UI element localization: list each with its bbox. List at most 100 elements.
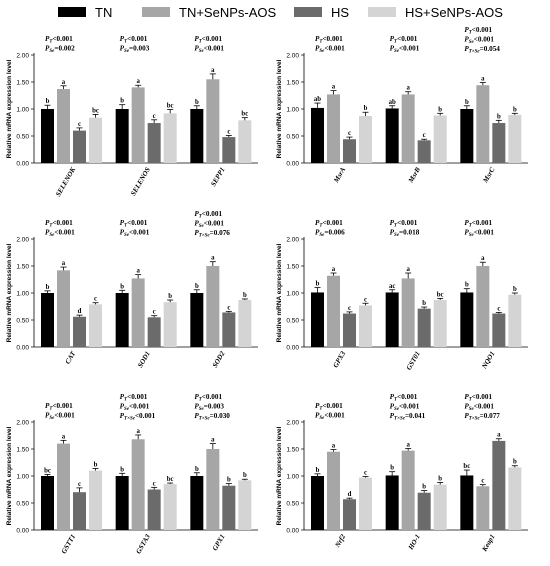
y-tick-label: 0.00 (286, 160, 299, 167)
y-tick-label: 1.00 (286, 290, 299, 297)
p-value-label: PT×Se<0.001 (120, 412, 156, 422)
p-value-label: PSe<0.001 (315, 412, 345, 422)
bar (327, 451, 340, 530)
bar (385, 475, 399, 530)
bar (190, 293, 204, 347)
significance-letter: ab (314, 96, 321, 103)
bar (89, 470, 102, 530)
x-category-label: SEPP1 (209, 166, 226, 188)
significance-letter: d (348, 491, 352, 498)
significance-letter: bc (167, 103, 174, 110)
bar (238, 300, 252, 347)
significance-letter: c (423, 132, 426, 139)
significance-letter: b (120, 283, 124, 290)
p-value-label: PSe<0.001 (464, 403, 494, 413)
significance-letter: bc (44, 467, 51, 474)
y-tick-label: 1.00 (16, 106, 29, 113)
y-tick-label: 0.50 (16, 500, 29, 507)
significance-letter: a (332, 443, 336, 450)
p-value-label: PT<0.001 (45, 35, 73, 45)
significance-letter: d (78, 308, 82, 315)
p-value-label: PT<0.001 (45, 219, 73, 229)
significance-letter: c (78, 481, 81, 488)
bar (222, 137, 236, 163)
significance-letter: b (195, 99, 199, 106)
legend-swatch-1 (142, 7, 170, 17)
bar (115, 476, 129, 530)
x-category-label: SELENOK (54, 165, 78, 198)
bar (163, 302, 177, 347)
y-tick-label: 1.50 (16, 79, 29, 86)
y-tick-label: 2.00 (16, 52, 29, 59)
bar (417, 140, 431, 163)
p-value-label: PT<0.001 (315, 35, 343, 45)
bar (433, 300, 447, 347)
x-category-label: HO-1 (406, 533, 422, 552)
significance-letter: b (465, 282, 469, 289)
significance-letter: a (62, 433, 66, 440)
y-tick-label: 0.00 (286, 344, 299, 351)
y-tick-label: 0.50 (286, 317, 299, 324)
bar (460, 109, 474, 163)
bar (163, 113, 177, 163)
bar (311, 476, 324, 530)
significance-letter: bc (92, 107, 99, 114)
significance-letter: b (195, 283, 199, 290)
legend-swatch-0 (58, 7, 86, 17)
bar (508, 114, 522, 163)
bar (433, 484, 447, 530)
p-value-label: PT<0.001 (45, 402, 73, 412)
significance-letter: c (364, 470, 367, 477)
p-value-label: PT×Se=0.041 (390, 412, 426, 422)
y-tick-label: 1.00 (286, 473, 299, 480)
legend-label-1: TN+SeNPs-AOS (179, 5, 276, 20)
y-tick-label: 1.50 (286, 446, 299, 453)
bar (89, 304, 102, 347)
significance-letter: c (227, 304, 230, 311)
bar (206, 79, 220, 163)
y-tick-label: 0.50 (16, 133, 29, 140)
p-value-label: PSe<0.001 (194, 220, 224, 230)
significance-letter: b (243, 292, 247, 299)
significance-letter: c (153, 113, 156, 120)
y-axis-title: Relative mRNA expression level (6, 59, 13, 158)
p-value-label: PT<0.001 (194, 35, 222, 45)
significance-letter: c (227, 128, 230, 135)
significance-letter: a (406, 85, 410, 92)
y-tick-label: 0.50 (286, 133, 299, 140)
y-tick-label: 0.00 (286, 527, 299, 534)
p-value-label: PSe=0.018 (390, 229, 420, 239)
bar (343, 313, 356, 347)
bar (508, 294, 522, 347)
bar (41, 476, 54, 530)
significance-letter: c (348, 130, 351, 137)
p-value-label: PSe<0.001 (45, 412, 75, 422)
bar (311, 292, 324, 347)
significance-letter: b (46, 98, 50, 105)
p-value-label: PT×Se=0.030 (194, 412, 230, 422)
significance-letter: c (481, 478, 484, 485)
y-tick-label: 0.00 (16, 527, 29, 534)
y-tick-label: 1.50 (286, 79, 299, 86)
y-tick-label: 1.50 (16, 446, 29, 453)
bar (476, 486, 490, 530)
bar (222, 485, 236, 530)
legend-swatch-3 (368, 7, 396, 17)
significance-letter: b (422, 484, 426, 491)
bar (131, 87, 145, 163)
legend-label-0: TN (95, 5, 112, 20)
y-tick-label: 2.00 (16, 419, 29, 426)
bar (476, 266, 490, 347)
bar (385, 108, 399, 163)
y-axis-title: Relative mRNA expression level (6, 243, 13, 342)
p-value-label: PT<0.001 (464, 26, 492, 36)
p-value-label: PT<0.001 (120, 393, 148, 403)
significance-letter: c (78, 121, 81, 128)
significance-letter: b (438, 106, 442, 113)
bar (206, 266, 220, 347)
significance-letter: c (348, 305, 351, 312)
